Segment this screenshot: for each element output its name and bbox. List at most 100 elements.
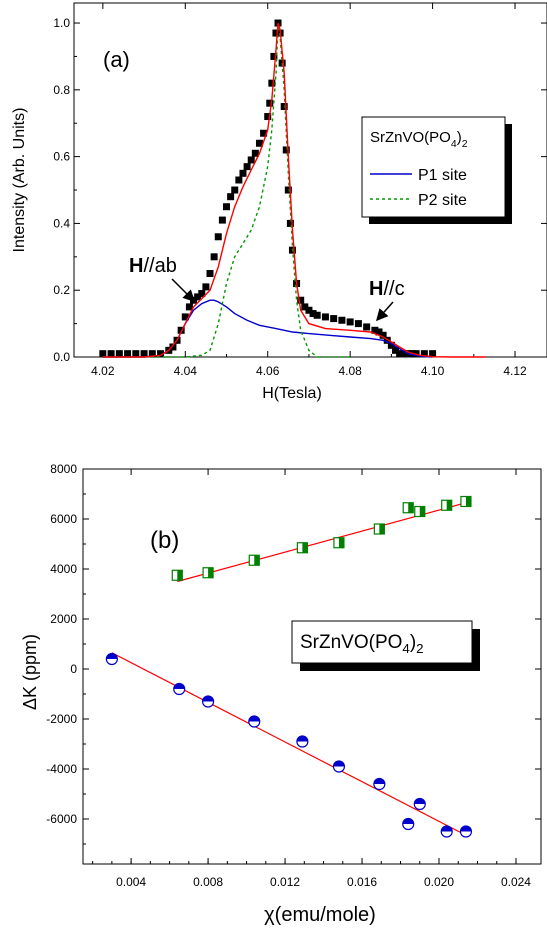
data-point [206, 270, 214, 278]
y-tick-label: 4000 [50, 562, 77, 576]
x-tick-label: 0.004 [116, 875, 146, 889]
data-point-square-fill [208, 567, 214, 578]
data-point [185, 303, 193, 311]
data-point [202, 283, 210, 291]
data-point [181, 313, 189, 321]
x-tick-label: 4.04 [174, 364, 198, 378]
total-fit-curve [102, 22, 487, 358]
data-point-square-fill [408, 502, 414, 513]
data-point [198, 290, 206, 298]
data-point-circle-fill [106, 653, 118, 659]
data-point [140, 350, 148, 358]
data-point [177, 326, 185, 334]
plot-frame [73, 2, 547, 358]
y-tick-label: 0.0 [53, 350, 70, 364]
data-point [420, 350, 428, 358]
data-point [99, 350, 107, 358]
data-point [286, 219, 294, 227]
data-point [107, 350, 115, 358]
data-point [157, 350, 165, 358]
data-point [301, 303, 309, 311]
panel-label: (a) [103, 47, 130, 72]
legend-title: SrZnVO(PO4)2 [300, 632, 424, 656]
data-point [284, 186, 292, 194]
legend-box [361, 116, 506, 218]
data-point [396, 350, 404, 358]
data-point [354, 320, 362, 328]
annotation-arrow-ab [171, 278, 196, 303]
y-tick-label: 0.6 [53, 150, 70, 164]
data-point-square-fill [254, 555, 260, 566]
data-point [272, 29, 280, 37]
data-point [169, 343, 177, 351]
legend-box [291, 620, 473, 664]
y-tick-label: -6000 [46, 812, 77, 826]
annotation-h-ab: H//ab [129, 255, 177, 277]
data-point [346, 318, 354, 326]
panel-b: 0.004 0.008 0.012 0.016 0.020 0.024 -6000 -4000… [20, 462, 542, 926]
data-point [264, 113, 272, 121]
data-point [255, 139, 263, 147]
data-point [260, 129, 268, 137]
data-point [132, 350, 140, 358]
panel-label: (b) [150, 527, 179, 554]
data-point-circle-fill [402, 818, 414, 824]
x-tick-label: 4.06 [256, 364, 280, 378]
p2-site-curve [102, 26, 351, 358]
data-point [266, 99, 274, 107]
y-tick-label: 8000 [50, 462, 77, 476]
data-point-circle-fill [202, 696, 214, 702]
y-tick-label: 6000 [50, 512, 77, 526]
data-point-circle-fill [373, 778, 385, 784]
data-point [148, 350, 156, 358]
data-point [379, 331, 387, 339]
panel-a: 4.02 4.04 4.06 4.08 4.10 4.12 0.0 0.2 0.4 0.6 0.8 1… [11, 2, 547, 402]
x-tick-label: 4.08 [338, 364, 362, 378]
y-tick-label: 0.8 [53, 83, 70, 97]
data-point-square-fill [302, 542, 308, 553]
data-point [124, 350, 132, 358]
x-tick-label: 0.024 [501, 875, 531, 889]
legend-label-p1: P1 site [418, 167, 467, 184]
data-point [268, 79, 276, 87]
data-point [338, 316, 346, 324]
y-tick-label: 1.0 [53, 16, 70, 30]
data-point [194, 293, 202, 301]
data-point-square-fill [419, 506, 425, 517]
data-point-circle-fill [248, 716, 260, 722]
x-tick-label: 0.012 [270, 875, 300, 889]
data-point [297, 296, 305, 304]
fit-line-lower [111, 652, 467, 836]
y-tick-label: -2000 [46, 712, 77, 726]
legend-title: SrZnVO(PO4)2 [370, 129, 468, 150]
data-point [387, 341, 395, 349]
x-tick-label: 0.016 [347, 875, 377, 889]
data-point [309, 310, 317, 318]
y-tick-label: 0 [70, 662, 77, 676]
data-point [400, 350, 408, 358]
data-point [321, 313, 329, 321]
data-point [247, 156, 255, 164]
data-point [218, 216, 226, 224]
y-tick-label: 0.2 [53, 283, 70, 297]
x-tick-label: 4.12 [503, 364, 527, 378]
legend-label-p2: P2 site [418, 192, 467, 209]
data-point-circle-fill [296, 736, 308, 742]
annotation-arrow-c [376, 301, 394, 322]
x-axis-label: χ(emu/mole) [264, 904, 376, 926]
plot-frame [82, 468, 542, 865]
data-point [305, 306, 313, 314]
data-point [330, 315, 338, 323]
data-point [270, 52, 278, 60]
data-point [243, 163, 251, 171]
data-point-square-fill [379, 524, 385, 534]
data-point [371, 326, 379, 334]
annotation-h-c: H//c [369, 278, 405, 300]
p1-site-curve [102, 299, 433, 358]
data-point [251, 149, 259, 157]
data-point-circle-fill [460, 826, 472, 832]
data-point [239, 169, 247, 177]
data-point [313, 311, 321, 319]
data-point-square-fill [338, 537, 344, 548]
